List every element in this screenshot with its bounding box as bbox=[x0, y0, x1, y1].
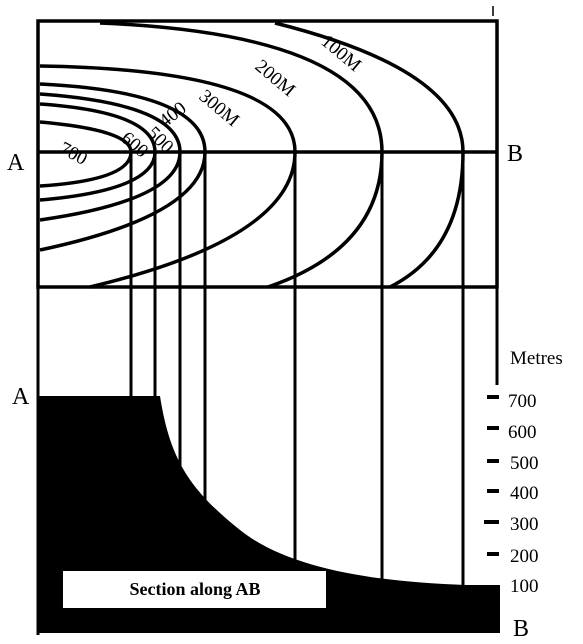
map-frame bbox=[36, 19, 499, 289]
scale-label-600: 600 bbox=[508, 422, 537, 443]
scale-label-700: 700 bbox=[508, 391, 537, 412]
contour-map bbox=[36, 19, 499, 289]
section-title-box bbox=[63, 571, 326, 608]
contour-label-700: 700 bbox=[56, 138, 91, 170]
contour-200 bbox=[99, 21, 384, 289]
point-a-map: A bbox=[7, 150, 25, 176]
contour-600 bbox=[39, 102, 157, 202]
contour-label-200: 200M bbox=[251, 56, 299, 101]
scale-ticks bbox=[484, 395, 499, 556]
scale-label-500: 500 bbox=[510, 453, 539, 474]
point-b-section: B bbox=[513, 616, 529, 642]
scale-label-200: 200 bbox=[510, 546, 539, 567]
cross-section: Section along AB A B Metres 700 600 500 … bbox=[12, 152, 563, 642]
point-a-section: A bbox=[12, 384, 30, 410]
contour-100 bbox=[274, 21, 465, 289]
projection-lines bbox=[129, 152, 465, 585]
section-title: Section along AB bbox=[129, 579, 260, 599]
point-b-map: B bbox=[507, 141, 523, 167]
scale-unit: Metres bbox=[510, 348, 563, 369]
scale-label-400: 400 bbox=[510, 483, 539, 504]
scale-label-100: 100 bbox=[510, 576, 539, 597]
contour-300 bbox=[39, 64, 297, 289]
scale-label-300: 300 bbox=[510, 514, 539, 535]
